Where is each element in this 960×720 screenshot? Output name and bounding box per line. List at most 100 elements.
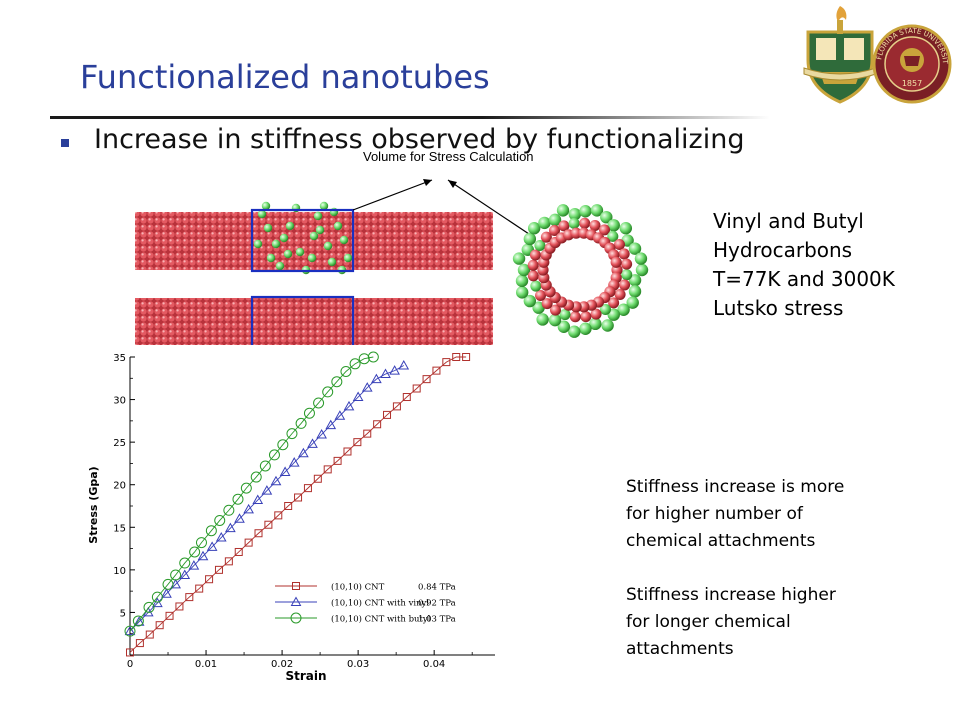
- ring-atom: [614, 289, 626, 301]
- ring-atom: [579, 217, 591, 229]
- data-point-circle: [259, 460, 271, 472]
- data-point-circle: [331, 376, 343, 388]
- data-point-square: [234, 547, 243, 556]
- ring-atom: [569, 311, 581, 323]
- ring-atom: [589, 219, 601, 231]
- note-line: for higher number of: [626, 504, 803, 524]
- data-point-triangle: [215, 531, 227, 542]
- data-point-triangle: [161, 588, 172, 598]
- nanotube-cross-section: [512, 204, 649, 338]
- data-point-circle: [313, 397, 325, 409]
- stress-volume-box-top: [250, 208, 355, 273]
- data-point-square: [402, 393, 411, 402]
- attachment-atom: [253, 239, 263, 249]
- data-point-circle: [240, 482, 252, 494]
- data-point-triangle: [133, 616, 145, 626]
- attachment-atom: [313, 211, 323, 221]
- note-line: Stiffness increase higher: [626, 585, 836, 605]
- data-point-square: [303, 484, 312, 493]
- attachment-atom: [263, 223, 273, 233]
- ring-atom: [529, 249, 541, 261]
- note-line: chemical attachments: [626, 531, 816, 551]
- cross-section-hollow: [551, 241, 609, 299]
- data-point-square: [214, 565, 223, 574]
- data-point-triangle: [380, 368, 391, 379]
- attachment-atom: [279, 233, 289, 243]
- ring-atom: [540, 231, 552, 243]
- data-point-triangle: [252, 494, 264, 505]
- data-point-triangle: [234, 513, 245, 523]
- data-point-square: [383, 410, 392, 419]
- legend-modulus: 0.92 TPa: [418, 599, 456, 609]
- legend-modulus: 1.03 TPa: [418, 615, 456, 625]
- data-point-circle: [349, 358, 361, 370]
- data-point-triangle: [197, 550, 209, 561]
- data-point-square: [145, 630, 154, 639]
- x-tick-label: 0.03: [347, 659, 369, 670]
- outer-atom: [536, 313, 549, 326]
- outer-atom: [601, 319, 614, 332]
- legend-modulus: 0.84 TPa: [418, 583, 456, 593]
- y-tick-label: 10: [113, 566, 126, 577]
- ring-atom: [607, 230, 619, 242]
- ring-atom: [580, 311, 592, 323]
- data-point-circle: [179, 557, 191, 569]
- page-title: Functionalized nanotubes: [80, 58, 490, 96]
- data-point-triangle: [179, 569, 191, 579]
- outer-atom: [600, 210, 613, 224]
- outer-atom: [628, 285, 642, 298]
- data-point-triangle: [325, 419, 337, 430]
- data-point-circle: [170, 569, 182, 581]
- legend-label: (10,10) CNT: [331, 582, 385, 593]
- outer-atom: [619, 222, 633, 235]
- series-line: [129, 365, 404, 632]
- data-point-circle: [189, 546, 201, 558]
- data-point-circle: [290, 612, 302, 624]
- data-point-circle: [151, 591, 163, 603]
- data-point-square: [135, 639, 144, 648]
- volume-caption: Volume for Stress Calculation: [363, 149, 534, 164]
- ring-atom: [559, 309, 571, 321]
- data-point-triangle: [243, 503, 254, 514]
- ring-atom: [549, 225, 561, 237]
- outer-atom: [635, 263, 649, 277]
- data-point-square: [175, 602, 184, 611]
- data-point-triangle: [316, 428, 327, 439]
- outer-atom: [548, 313, 562, 327]
- outer-atom: [590, 204, 604, 217]
- data-point-triangle: [288, 457, 300, 467]
- data-point-square: [244, 538, 253, 547]
- data-point-triangle: [270, 475, 282, 486]
- data-point-triangle: [361, 382, 373, 392]
- ring-atom: [527, 259, 539, 271]
- series-line: [129, 356, 374, 632]
- data-point-square: [205, 575, 214, 584]
- outer-atom: [607, 308, 620, 321]
- data-point-circle: [358, 353, 370, 365]
- ring-atom: [621, 258, 633, 270]
- data-point-square: [155, 621, 164, 630]
- data-point-square: [422, 375, 431, 384]
- data-point-triangle: [307, 438, 318, 448]
- data-point-square: [274, 511, 283, 520]
- outer-atom: [517, 263, 531, 277]
- tube-atom: [578, 301, 590, 313]
- attachment-atom: [333, 221, 343, 231]
- data-point-triangle: [389, 365, 400, 375]
- data-point-circle: [232, 493, 244, 505]
- data-point-circle: [214, 514, 226, 526]
- outer-atom: [532, 301, 545, 314]
- ring-atom: [527, 270, 539, 282]
- data-point-square: [462, 353, 471, 361]
- data-point-triangle: [290, 596, 302, 606]
- data-point-square: [452, 353, 461, 361]
- data-point-square: [353, 438, 362, 447]
- attachment-atom: [285, 221, 295, 231]
- data-point-square: [333, 456, 342, 465]
- data-point-triangle: [261, 485, 273, 495]
- y-tick-label: 5: [120, 608, 126, 619]
- ring-atom: [568, 217, 580, 229]
- attachment-atom: [283, 249, 293, 259]
- data-point-square: [185, 593, 194, 602]
- data-point-triangle: [371, 373, 382, 384]
